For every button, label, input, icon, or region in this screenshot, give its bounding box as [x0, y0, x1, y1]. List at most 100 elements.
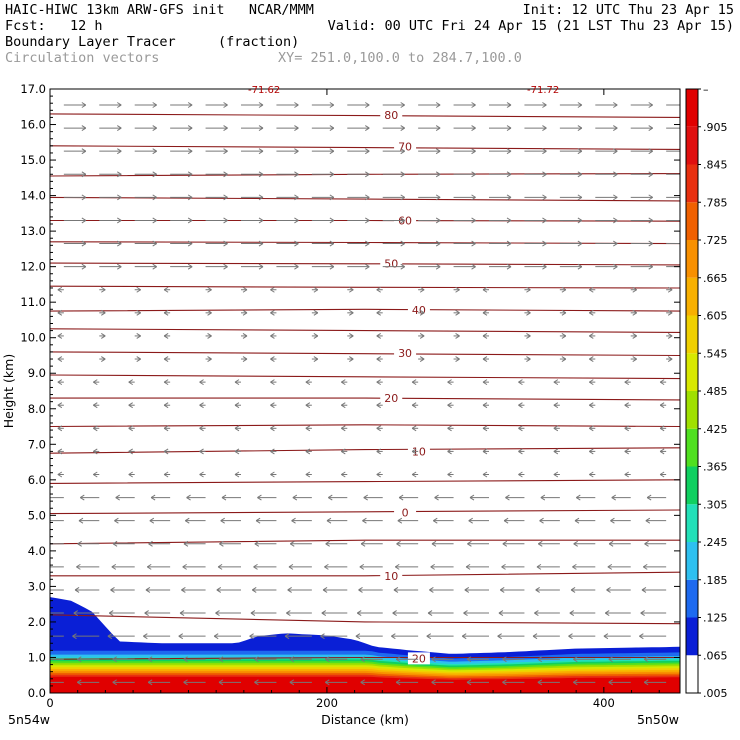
wind-arrowhead: [117, 240, 122, 247]
wind-arrowhead: [455, 356, 460, 362]
y-tick-label: 14.0: [20, 189, 46, 203]
wind-arrowhead: [128, 448, 133, 455]
wind-arrowhead: [242, 333, 248, 339]
wind-arrowhead: [376, 333, 381, 339]
wind-arrowhead: [251, 587, 257, 593]
contour-label-4: 60: [398, 214, 412, 227]
wind-arrowhead: [187, 263, 193, 270]
wind-arrowhead: [667, 333, 673, 339]
wind-arrowhead: [289, 679, 295, 686]
wind-arrowhead: [186, 494, 191, 501]
wind-arrowhead: [632, 356, 637, 362]
wind-arrowhead: [152, 240, 157, 247]
wind-arrowhead: [648, 263, 653, 270]
wind-arrowhead: [365, 102, 370, 108]
colorbar-swatch: [686, 579, 698, 618]
wind-arrowhead: [400, 240, 405, 247]
temperature-contour-8: [50, 308, 680, 312]
colorbar-label: .545: [703, 347, 728, 360]
wind-arrowhead: [220, 517, 225, 524]
wind-arrowhead: [573, 540, 578, 547]
wind-arrowhead: [258, 125, 264, 132]
wind-arrowhead: [632, 309, 637, 316]
wind-arrowhead: [253, 563, 258, 570]
wind-arrowhead: [207, 286, 212, 293]
contour-label-0: 80: [384, 109, 398, 122]
colorbar-swatch: [686, 164, 698, 203]
wind-arrowhead: [163, 356, 169, 362]
wind-arrowhead: [305, 402, 311, 409]
wind-arrowhead: [147, 656, 153, 663]
wind-arrowhead: [294, 263, 299, 270]
wind-arrowhead: [604, 610, 610, 616]
wind-arrowhead: [223, 125, 228, 132]
wind-arrowhead: [128, 471, 133, 478]
colorbar-label: .305: [703, 498, 728, 511]
wind-arrowhead: [471, 125, 476, 132]
wind-arrowhead: [506, 125, 512, 132]
wind-arrowhead: [223, 263, 228, 270]
wind-arrowhead: [502, 540, 508, 547]
wind-arrowhead: [411, 402, 417, 409]
wind-arrowhead: [223, 194, 228, 201]
wind-arrowhead: [270, 309, 275, 316]
wind-arrowhead: [419, 309, 425, 316]
wind-arrowhead: [429, 587, 434, 593]
wind-arrowhead: [321, 610, 327, 616]
wind-arrowhead: [355, 633, 361, 640]
wind-arrowhead: [447, 448, 452, 455]
wind-arrowhead: [108, 610, 114, 616]
wind-arrowhead: [648, 148, 653, 155]
wind-arrowhead: [506, 217, 512, 224]
wind-arrowhead: [613, 217, 618, 224]
temperature-contour-0: [50, 113, 680, 118]
wind-arrowhead: [365, 240, 370, 247]
wind-arrowhead: [648, 240, 653, 247]
wind-arrowhead: [199, 425, 204, 432]
wind-arrowhead: [234, 402, 240, 409]
wind-arrowhead: [393, 587, 399, 593]
temperature-contour-3: [50, 196, 680, 202]
y-tick-label: 15.0: [20, 153, 46, 167]
wind-arrowhead: [624, 471, 629, 478]
wind-arrowhead: [506, 194, 512, 201]
wind-arrowhead: [286, 610, 291, 616]
wind-arrowhead: [397, 517, 403, 524]
y-tick-label: 10.0: [20, 331, 46, 345]
x-tick-label: 400: [593, 696, 615, 710]
wind-arrowhead: [187, 217, 193, 224]
wind-arrowhead: [270, 425, 275, 432]
wind-arrowhead: [152, 171, 157, 178]
wind-arrowhead: [207, 309, 212, 316]
wind-arrowhead: [607, 563, 613, 570]
wind-arrowhead: [294, 171, 299, 178]
wind-arrowhead: [447, 471, 452, 478]
wind-arrowhead: [502, 679, 507, 686]
wind-arrowhead: [447, 425, 452, 432]
wind-arrowhead: [447, 402, 452, 409]
contour-label-bg-16: [394, 506, 417, 519]
wind-arrowhead: [542, 171, 547, 178]
wind-arrowhead: [117, 263, 122, 270]
tracer-band-13: [50, 676, 680, 693]
wind-arrowhead: [589, 379, 594, 386]
wind-arrowhead: [613, 263, 618, 270]
wind-arrowhead: [539, 517, 544, 524]
wind-arrowhead: [136, 309, 141, 316]
wind-arrowhead: [42, 680, 46, 685]
wind-arrowhead: [187, 148, 193, 155]
wind-arrowhead: [398, 494, 404, 501]
wind-arrowhead: [648, 125, 653, 132]
model-title: HAIC-HIWC 13km ARW-GFS init NCAR/MMM: [5, 2, 314, 18]
wind-arrowhead: [329, 217, 335, 224]
wind-arrowhead: [589, 356, 594, 362]
wind-arrowhead: [329, 194, 335, 201]
wind-arrowhead: [553, 448, 559, 455]
wind-arrowhead: [569, 610, 575, 616]
x-start-label: 5n54w: [8, 712, 50, 727]
wind-arrowhead: [110, 587, 115, 593]
wind-arrowhead: [117, 171, 122, 178]
wind-arrowhead: [376, 448, 381, 455]
wind-arrowhead: [632, 286, 637, 293]
wind-arrowhead: [218, 656, 224, 663]
